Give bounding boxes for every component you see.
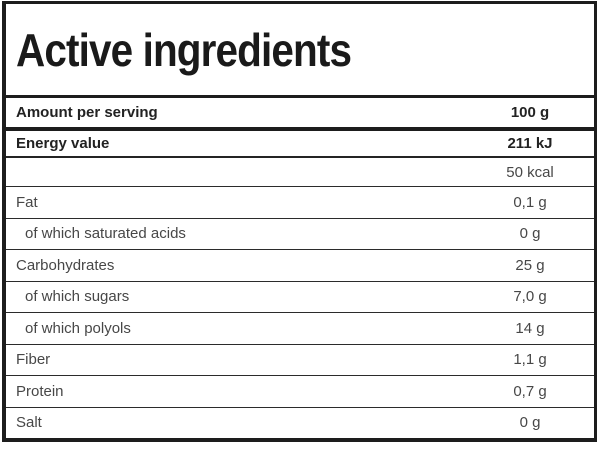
row-value: 0,1 g	[513, 193, 547, 211]
row-label: of which polyols	[25, 319, 131, 337]
row-label: Amount per serving	[16, 104, 158, 121]
table-row-protein: Protein 0,7 g	[6, 376, 594, 408]
table-row-energy-kcal: 50 kcal	[6, 158, 594, 187]
row-label: Fat	[16, 193, 38, 211]
row-value: 25 g	[515, 256, 545, 274]
table-row-polyols: of which polyols 14 g	[6, 313, 594, 345]
table-row-sugars: of which sugars 7,0 g	[6, 282, 594, 313]
table-row-fat: Fat 0,1 g	[6, 187, 594, 219]
row-label: Protein	[16, 382, 64, 400]
row-label: of which sugars	[25, 288, 130, 306]
table-title-box: Active ingredients	[6, 4, 594, 98]
row-label: Fiber	[16, 351, 51, 369]
nutrition-table: Active ingredients Amount per serving 10…	[2, 1, 597, 442]
row-value: 100 g	[510, 104, 550, 121]
row-label: Carbohydrates	[16, 256, 115, 274]
row-value: 211 kJ	[507, 135, 553, 152]
table-row-amount-per-serving: Amount per serving 100 g	[6, 98, 594, 131]
row-value: 14 g	[515, 319, 545, 337]
row-value: 0,7 g	[513, 382, 547, 400]
row-value: 1,1 g	[513, 351, 547, 369]
row-value: 7,0 g	[513, 288, 547, 306]
table-row-fiber: Fiber 1,1 g	[6, 345, 594, 376]
page-title: Active ingredients	[16, 23, 352, 76]
row-label: of which saturated acids	[25, 225, 186, 243]
table-row-carbohydrates: Carbohydrates 25 g	[6, 250, 594, 282]
row-value: 0 g	[519, 225, 541, 243]
table-row-saturated-acids: of which saturated acids 0 g	[6, 219, 594, 250]
row-label: Salt	[16, 414, 42, 432]
table-row-salt: Salt 0 g	[6, 408, 594, 439]
row-value: 50 kcal	[506, 163, 554, 181]
row-value: 0 g	[519, 414, 541, 432]
table-row-energy-value: Energy value 211 kJ	[6, 131, 594, 158]
row-label: Energy value	[16, 135, 110, 152]
